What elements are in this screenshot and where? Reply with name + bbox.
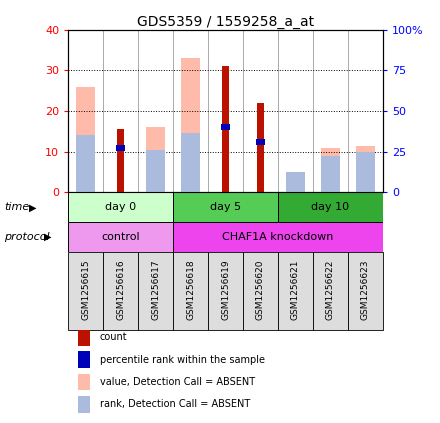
Bar (208, 252, 243, 330)
Text: day 0: day 0 (105, 202, 136, 212)
Text: percentile rank within the sample: percentile rank within the sample (99, 355, 265, 365)
Bar (76, 87, 95, 192)
Bar (278, 252, 313, 330)
Title: GDS5359 / 1559258_a_at: GDS5359 / 1559258_a_at (137, 14, 314, 29)
Text: GSM1256616: GSM1256616 (116, 260, 125, 320)
Bar (146, 127, 165, 192)
Bar (348, 252, 383, 330)
Bar (257, 103, 264, 192)
Text: GSM1256619: GSM1256619 (221, 260, 230, 320)
Bar (77, 374, 90, 390)
Bar (313, 252, 348, 330)
Bar (256, 138, 265, 145)
Text: GSM1256620: GSM1256620 (256, 260, 265, 320)
Bar (321, 148, 340, 192)
Bar (286, 172, 305, 192)
Text: CHAF1A knockdown: CHAF1A knockdown (222, 232, 334, 242)
Bar (222, 66, 229, 192)
Bar (356, 146, 375, 192)
Bar (243, 252, 278, 330)
Bar (286, 176, 305, 192)
Bar (173, 252, 208, 330)
Text: day 10: day 10 (312, 202, 349, 212)
Bar (77, 352, 90, 368)
Text: ▶: ▶ (44, 232, 51, 242)
Bar (278, 192, 383, 222)
Bar (356, 152, 375, 192)
Bar (68, 252, 103, 330)
Text: ▶: ▶ (29, 202, 36, 212)
Bar (68, 222, 173, 252)
Bar (77, 396, 90, 413)
Bar (221, 124, 230, 130)
Bar (181, 58, 200, 192)
Bar (146, 150, 165, 192)
Text: GSM1256618: GSM1256618 (186, 260, 195, 320)
Bar (173, 192, 278, 222)
Bar (116, 145, 125, 151)
Text: count: count (99, 332, 127, 342)
Bar (76, 135, 95, 192)
Bar (138, 252, 173, 330)
Bar (173, 222, 383, 252)
Bar (117, 129, 124, 192)
Text: GSM1256615: GSM1256615 (81, 260, 90, 320)
Bar (181, 133, 200, 192)
Bar (68, 192, 173, 222)
Text: GSM1256623: GSM1256623 (361, 260, 370, 320)
Bar (103, 252, 138, 330)
Text: value, Detection Call = ABSENT: value, Detection Call = ABSENT (99, 377, 255, 387)
Text: GSM1256622: GSM1256622 (326, 260, 335, 320)
Bar (321, 156, 340, 192)
Text: GSM1256617: GSM1256617 (151, 260, 160, 320)
Text: rank, Detection Call = ABSENT: rank, Detection Call = ABSENT (99, 399, 250, 409)
Text: time: time (4, 202, 29, 212)
Bar (77, 329, 90, 346)
Text: GSM1256621: GSM1256621 (291, 260, 300, 320)
Text: control: control (101, 232, 140, 242)
Text: day 5: day 5 (210, 202, 241, 212)
Text: protocol: protocol (4, 232, 50, 242)
